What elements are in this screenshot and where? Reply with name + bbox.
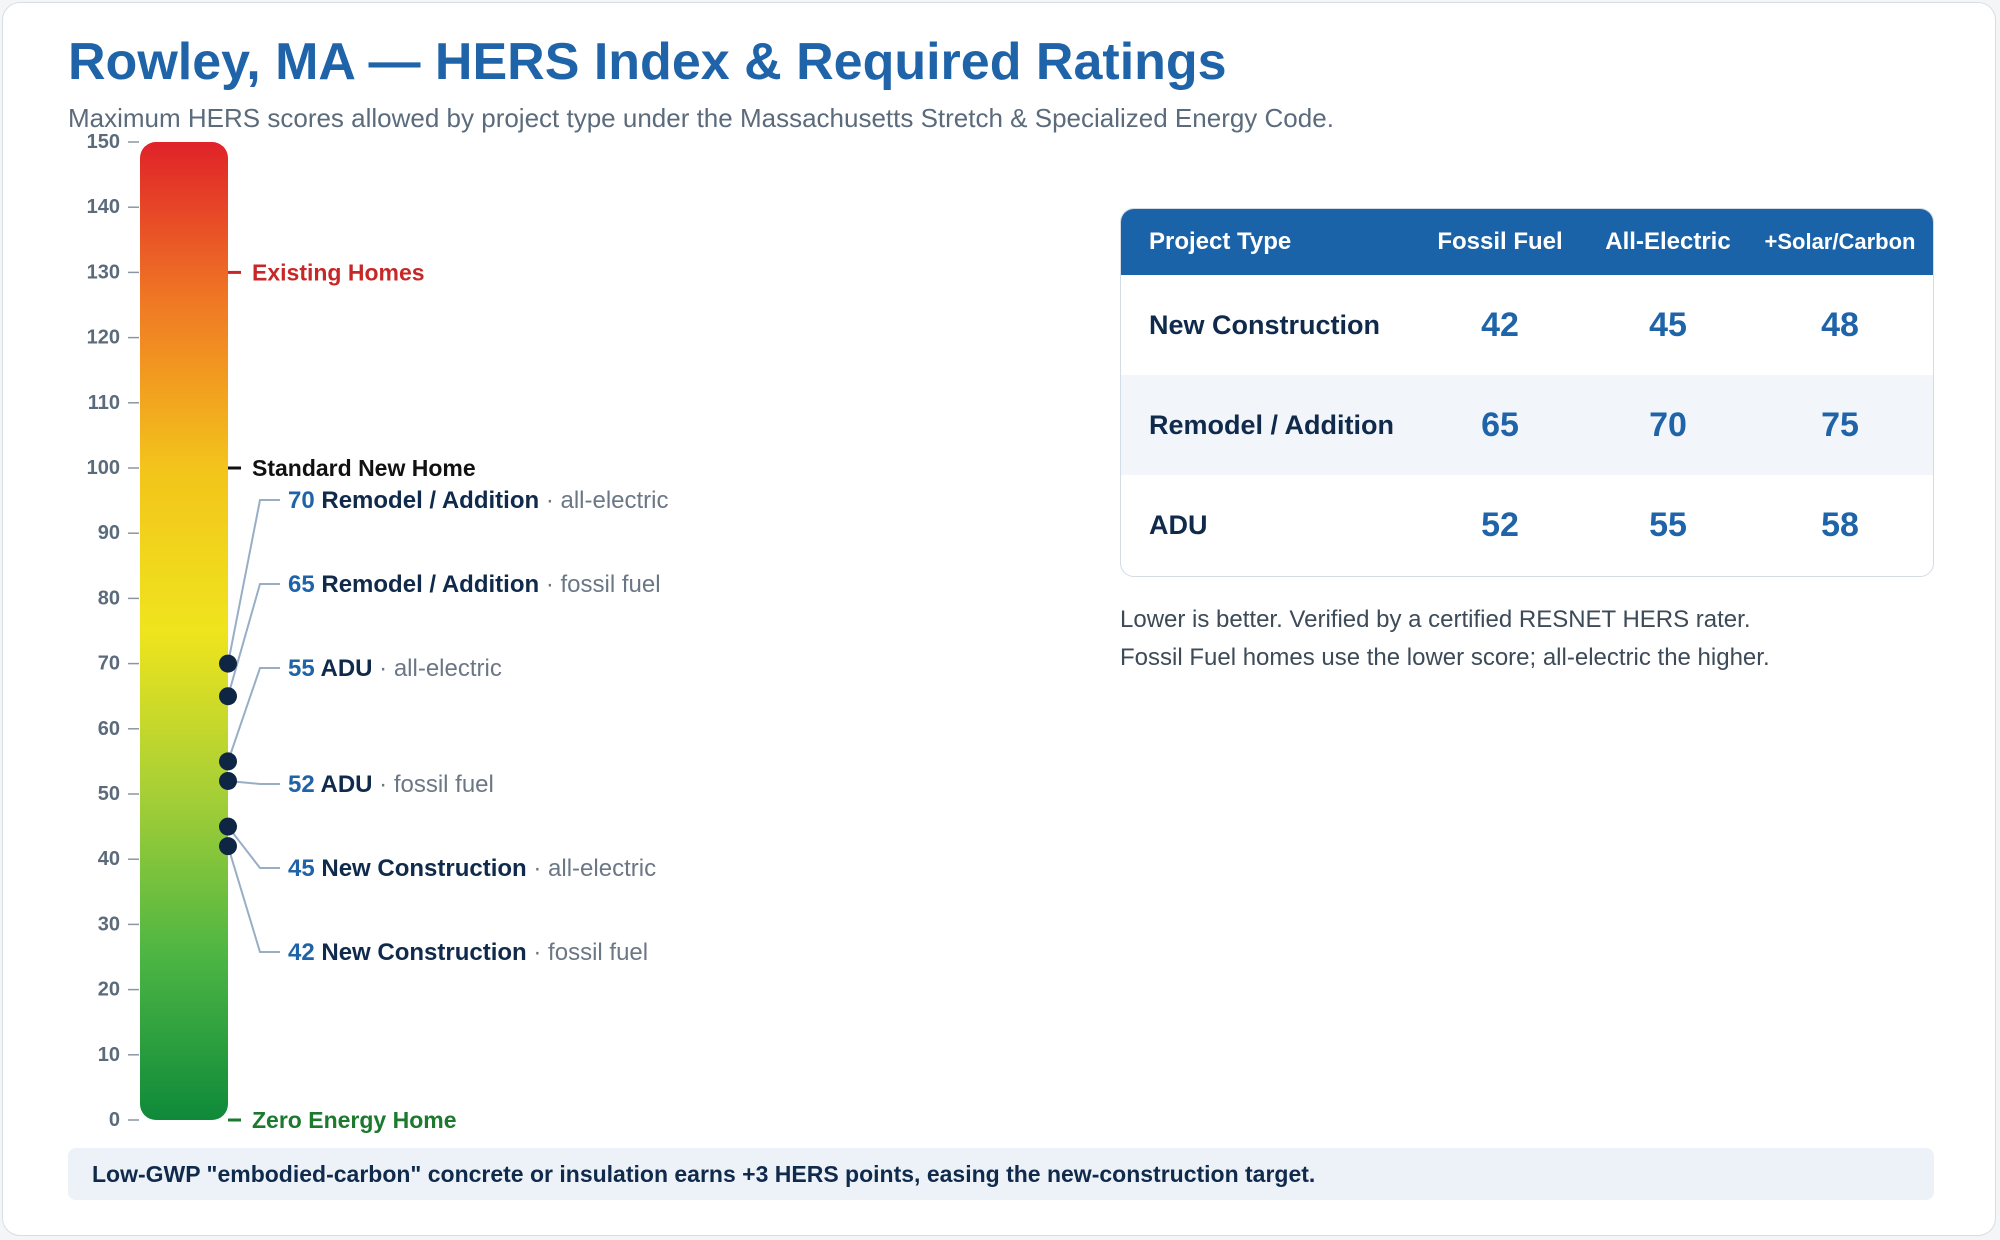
tick-label: 60: [98, 718, 120, 740]
footer-callout: Low-GWP "embodied-carbon" concrete or in…: [68, 1148, 1934, 1200]
tick-label: 130: [87, 261, 120, 283]
score-point: [219, 687, 237, 706]
row-electric-value: 70: [1649, 405, 1687, 444]
score-point: [219, 771, 237, 790]
tick-label: 0: [109, 1109, 120, 1131]
row-electric-value: 55: [1649, 505, 1687, 544]
row-project-type: Remodel / Addition: [1149, 409, 1394, 440]
page-subtitle: Maximum HERS scores allowed by project t…: [68, 103, 1334, 133]
tick-label: 20: [98, 979, 120, 1001]
tick-label: 150: [87, 131, 120, 153]
tick-label: 70: [98, 653, 120, 675]
row-solar-value: 48: [1821, 305, 1859, 344]
row-fossil-value: 65: [1481, 405, 1519, 444]
note-lower-is-better: Lower is better. Verified by a certified…: [1120, 606, 1751, 633]
score-point: [219, 752, 237, 771]
header-fossil-fuel: Fossil Fuel: [1437, 228, 1563, 255]
tick-label: 80: [98, 587, 120, 609]
header-project-type: Project Type: [1149, 228, 1292, 255]
page-title: Rowley, MA — HERS Index & Required Ratin…: [68, 33, 1227, 91]
callout-line: [227, 779, 280, 785]
callout-points: [219, 654, 237, 856]
score-point: [219, 817, 237, 836]
callout-connectors: [227, 499, 280, 953]
row-fossil-value: 42: [1481, 305, 1519, 344]
table-row: ADU 52 55 58: [1121, 475, 1933, 575]
score-point: [219, 654, 237, 673]
row-solar-value: 75: [1821, 405, 1859, 444]
row-electric-value: 45: [1649, 305, 1687, 344]
note-fuel-scores: Fossil Fuel homes use the lower score; a…: [1120, 644, 1770, 671]
header-solar-carbon: +Solar/Carbon: [1764, 229, 1916, 254]
reference-label: Standard New Home: [252, 455, 476, 481]
row-project-type: New Construction: [1149, 309, 1381, 340]
callout-label: 65 Remodel / Addition · fossil fuel: [288, 571, 661, 598]
callout-labels: 70 Remodel / Addition · all-electric 65 R…: [288, 487, 669, 966]
reference-label: Zero Energy Home: [252, 1107, 457, 1133]
tick-label: 120: [87, 327, 120, 349]
callout-label: 45 New Construction · all-electric: [288, 855, 656, 882]
callout-label: 70 Remodel / Addition · all-electric: [288, 487, 669, 514]
row-fossil-value: 52: [1481, 505, 1519, 544]
tick-label: 10: [98, 1044, 120, 1066]
callout-line: [227, 667, 280, 762]
header-all-electric: All-Electric: [1605, 228, 1731, 255]
score-point: [219, 837, 237, 856]
callout-label: 42 New Construction · fossil fuel: [288, 939, 648, 966]
callout-label: 52 ADU · fossil fuel: [288, 771, 494, 798]
callout-line: [227, 583, 280, 697]
hers-gradient-bar: [140, 142, 228, 1120]
tick-label: 110: [88, 392, 120, 414]
table-row: New Construction 42 45 48: [1121, 275, 1933, 375]
ratings-table: Project Type Fossil Fuel All-Electric +S…: [1120, 208, 1934, 577]
tick-label: 40: [98, 848, 120, 870]
tick-label: 30: [98, 913, 120, 935]
tick-label: 140: [87, 196, 120, 218]
tick-label: 50: [98, 783, 120, 805]
reference-label: Existing Homes: [252, 259, 425, 285]
callout-line: [227, 825, 280, 869]
callout-line: [227, 845, 280, 953]
row-solar-value: 58: [1821, 505, 1859, 544]
callout-line: [227, 499, 280, 664]
tick-label: 100: [87, 457, 120, 479]
footer-text: Low-GWP "embodied-carbon" concrete or in…: [92, 1161, 1316, 1187]
callout-label: 55 ADU · all-electric: [288, 655, 502, 682]
table-header: Project Type Fossil Fuel All-Electric +S…: [1121, 209, 1933, 275]
row-project-type: ADU: [1149, 509, 1208, 540]
table-row: Remodel / Addition 65 70 75: [1121, 375, 1933, 475]
tick-label: 90: [98, 522, 120, 544]
